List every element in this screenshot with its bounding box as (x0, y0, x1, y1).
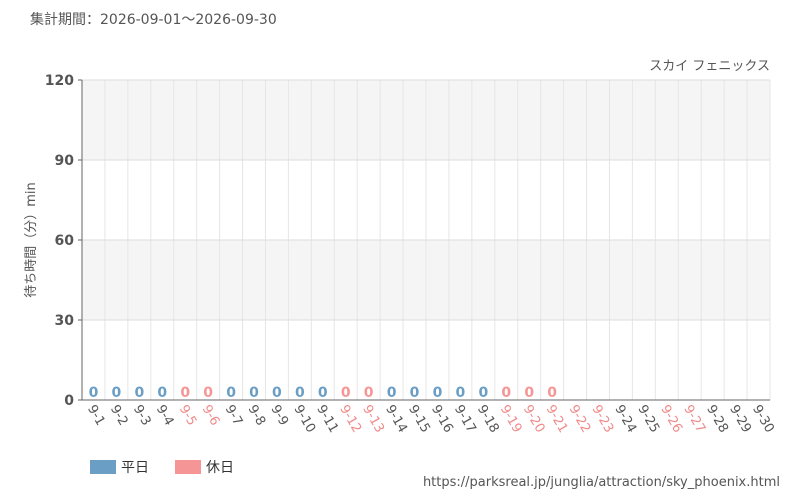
x-tick-label: 9-10 (290, 403, 318, 436)
value-label: 0 (134, 385, 144, 401)
x-tick-label: 9-17 (451, 403, 479, 436)
x-tick-label: 9-23 (589, 403, 617, 436)
y-tick-label: 60 (55, 233, 75, 249)
x-tick-label: 9-30 (749, 403, 777, 436)
value-label: 0 (226, 385, 236, 401)
x-tick-label: 9-7 (222, 403, 246, 429)
legend-swatch (90, 460, 116, 474)
y-tick-label: 0 (64, 393, 74, 409)
value-label: 0 (272, 385, 282, 401)
value-label: 0 (387, 385, 397, 401)
x-tick-label: 9-22 (566, 403, 594, 436)
x-tick-label: 9-6 (199, 403, 223, 429)
x-tick-label: 9-12 (336, 403, 364, 436)
value-label: 0 (478, 385, 488, 401)
x-tick-label: 9-2 (107, 403, 131, 429)
y-tick-label: 30 (55, 313, 75, 329)
y-tick-label: 120 (45, 73, 74, 89)
x-tick-label: 9-3 (130, 403, 154, 429)
x-tick-label: 9-28 (703, 403, 731, 436)
x-tick-label: 9-9 (267, 403, 291, 429)
legend-label: 休日 (206, 460, 234, 476)
x-tick-label: 9-21 (543, 403, 571, 436)
value-label: 0 (89, 385, 99, 401)
x-tick-label: 9-20 (520, 403, 548, 436)
y-axis-label: 待ち時間（分）min (24, 182, 39, 298)
value-label: 0 (318, 385, 328, 401)
value-label: 0 (341, 385, 351, 401)
y-tick-label: 90 (55, 153, 75, 169)
value-label: 0 (456, 385, 466, 401)
value-label: 0 (433, 385, 443, 401)
x-tick-label: 9-1 (84, 403, 108, 429)
x-tick-label: 9-4 (153, 403, 177, 429)
value-label: 0 (295, 385, 305, 401)
x-tick-label: 9-16 (428, 403, 456, 436)
x-tick-label: 9-29 (726, 403, 754, 436)
value-label: 0 (547, 385, 557, 401)
x-tick-label: 9-14 (382, 403, 410, 436)
value-label: 0 (524, 385, 534, 401)
x-tick-label: 9-27 (680, 403, 708, 436)
x-tick-label: 9-18 (474, 403, 502, 436)
value-label: 0 (249, 385, 259, 401)
value-label: 0 (364, 385, 374, 401)
x-tick-label: 9-26 (657, 403, 685, 436)
legend-label: 平日 (121, 460, 149, 476)
value-label: 0 (203, 385, 213, 401)
value-label: 0 (112, 385, 122, 401)
x-tick-label: 9-24 (611, 403, 639, 436)
x-tick-label: 9-15 (405, 403, 433, 436)
x-tick-label: 9-8 (245, 403, 269, 429)
x-tick-label: 9-11 (313, 403, 341, 436)
value-label: 0 (501, 385, 511, 401)
value-label: 0 (180, 385, 190, 401)
source-url: https://parksreal.jp/junglia/attraction/… (423, 475, 780, 490)
x-tick-label: 9-19 (497, 403, 525, 436)
chart-title: スカイ フェニックス (649, 59, 770, 74)
value-label: 0 (157, 385, 167, 401)
value-label: 0 (410, 385, 420, 401)
period: 集計期間：2026-09-01～2026-09-30 (30, 11, 277, 28)
x-tick-label: 9-5 (176, 403, 200, 429)
x-tick-label: 9-13 (359, 403, 387, 436)
x-tick-label: 9-25 (634, 403, 662, 436)
legend-swatch (175, 460, 201, 474)
